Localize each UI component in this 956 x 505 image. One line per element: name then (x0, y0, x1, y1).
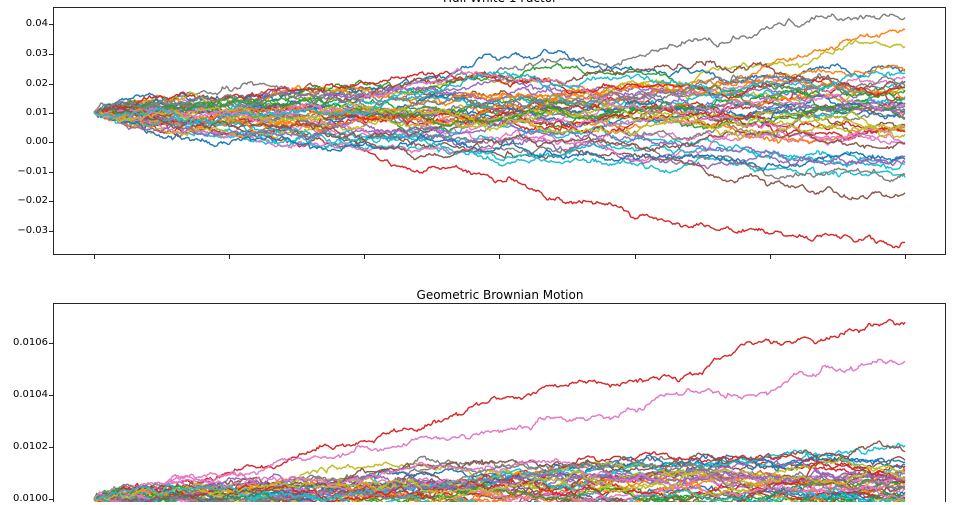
top-ytick-label: −0.01 (17, 166, 48, 177)
path-line (93, 67, 906, 124)
path-line (93, 110, 906, 167)
top-ytick-label: 0.00 (25, 136, 48, 147)
path-line (93, 490, 906, 502)
path-line (93, 64, 906, 134)
bottom-chart-paths (93, 318, 906, 502)
axes-frames (49, 7, 946, 502)
path-line (93, 487, 906, 502)
path-line (93, 107, 906, 161)
path-line (93, 101, 906, 140)
bottom-ytick-label: 0.0100 (13, 493, 48, 504)
path-line (94, 111, 906, 171)
path-line (93, 111, 906, 172)
top-ytick-label: −0.03 (17, 225, 48, 236)
top-chart-title: Hull-White 1 Factor (300, 0, 700, 5)
path-line (93, 475, 827, 502)
path-line (94, 461, 906, 502)
path-line (93, 73, 906, 114)
path-line (93, 70, 906, 125)
path-line (94, 484, 906, 502)
path-line (93, 106, 906, 139)
path-line (93, 481, 861, 502)
path-line (93, 455, 906, 502)
bottom-ytick-label: 0.0104 (13, 389, 48, 400)
path-line (93, 13, 906, 113)
top-ytick-label: 0.02 (25, 78, 48, 89)
top-ytick-label: 0.03 (25, 48, 48, 59)
path-line (93, 84, 906, 129)
path-line (93, 467, 905, 502)
path-line (94, 318, 906, 500)
path-line (94, 82, 906, 117)
path-line (93, 440, 906, 502)
top-chart-paths (93, 13, 906, 249)
path-line (94, 89, 906, 127)
bottom-chart-title: Geometric Brownian Motion (416, 288, 584, 302)
path-line (93, 458, 906, 502)
path-line (93, 40, 906, 126)
path-line (93, 469, 906, 502)
path-line (93, 485, 876, 502)
top-ytick-label: −0.02 (17, 195, 48, 206)
top-ytick-label: 0.04 (25, 18, 48, 29)
top-ytick-label: 0.01 (25, 107, 48, 118)
path-line (93, 70, 906, 114)
bottom-ytick-label: 0.0106 (13, 337, 48, 348)
path-line (93, 358, 906, 500)
bottom-ytick-label: 0.0102 (13, 441, 48, 452)
